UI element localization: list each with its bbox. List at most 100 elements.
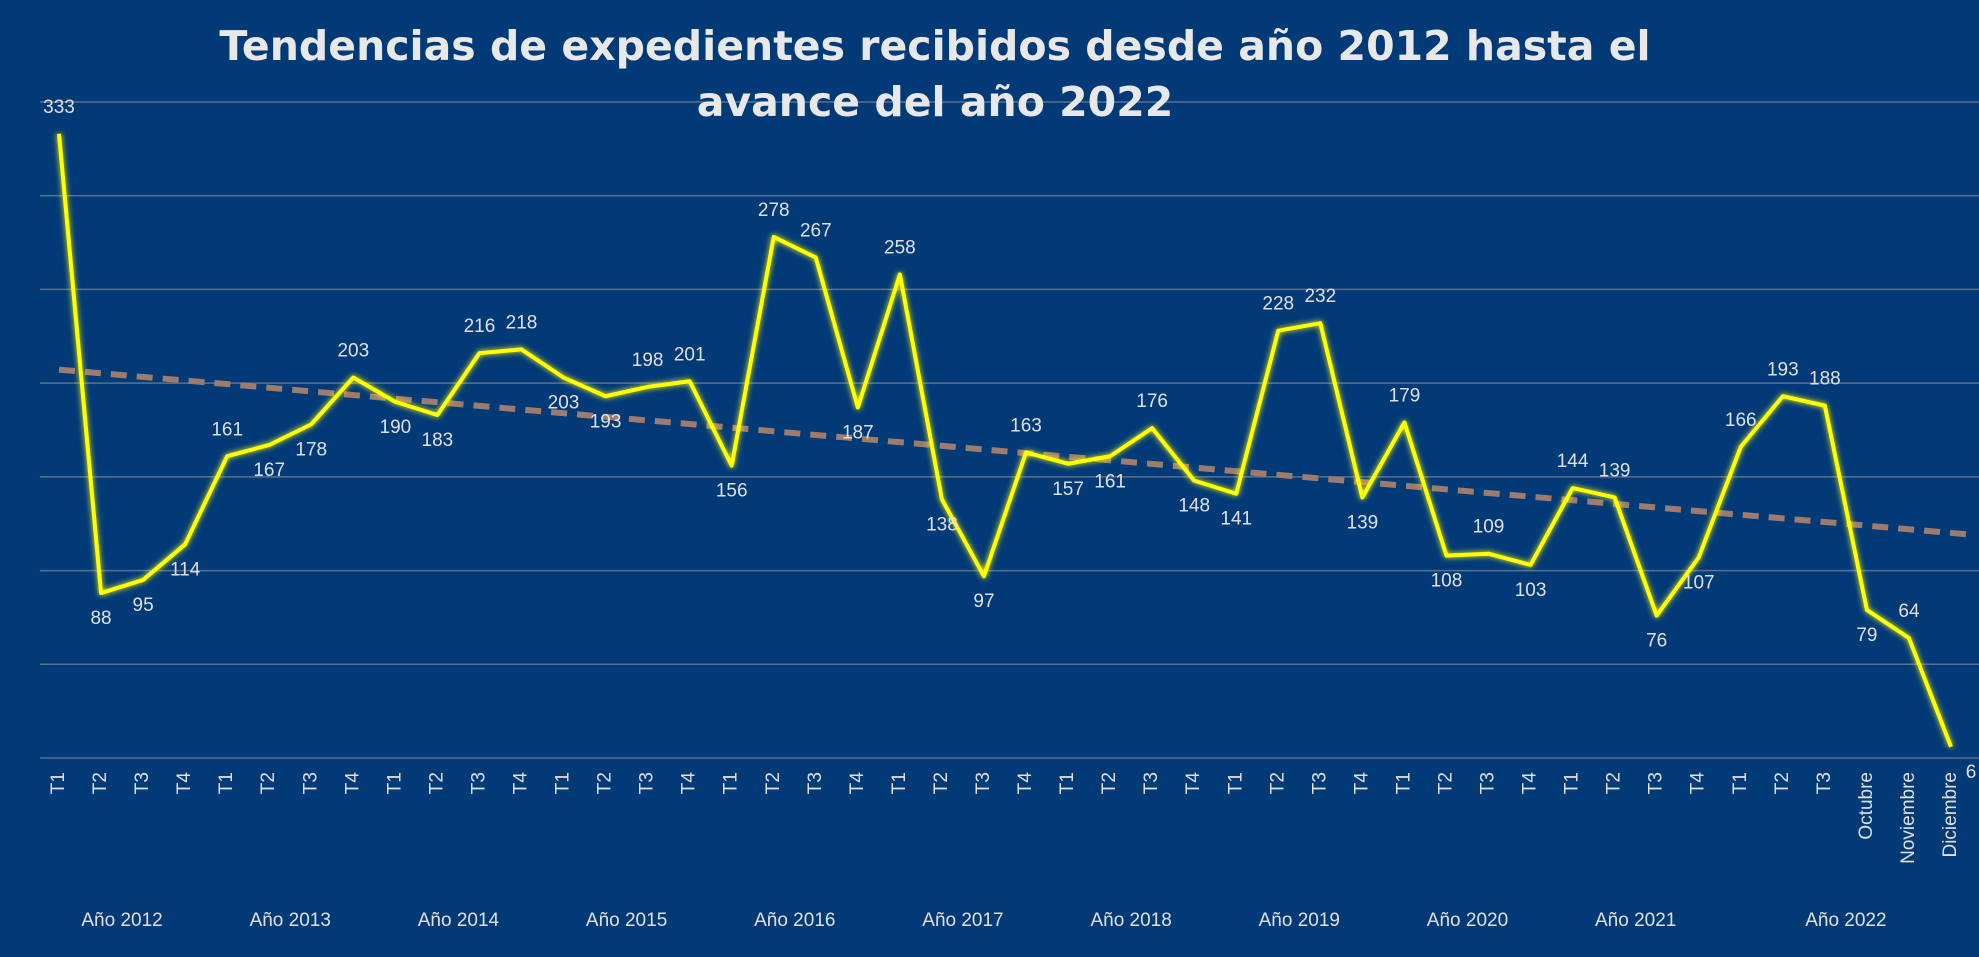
data-label: 103 [1515,580,1547,601]
group-label: Año 2022 [1805,910,1886,931]
x-tick-label: T4 [1520,772,1541,795]
data-label: 79 [1856,625,1877,646]
data-label: 193 [1767,359,1799,380]
data-label: 178 [295,439,327,460]
x-tick-label: T3 [805,772,826,794]
data-label: 203 [548,393,580,414]
data-label: 232 [1304,286,1336,307]
x-tick-label: T2 [1772,772,1793,794]
data-label: 141 [1220,509,1252,530]
x-tick-label: T1 [553,772,574,794]
data-label: 183 [422,430,454,451]
data-label: 76 [1646,631,1667,652]
group-label: Año 2016 [754,910,835,931]
x-tick-label: T3 [637,772,658,794]
data-label: 148 [1178,496,1210,517]
x-tick-label: T4 [342,772,363,795]
x-tick-label: T2 [1604,772,1625,794]
x-tick-label: T4 [1015,772,1036,795]
group-label: Año 2021 [1595,910,1676,931]
x-tick-label: T4 [1351,772,1372,795]
x-tick-label: T2 [258,772,279,794]
x-tick-label: T2 [763,772,784,794]
x-tick-label: T2 [931,772,952,794]
x-tick-label: T3 [973,772,994,794]
group-label: Año 2019 [1259,910,1340,931]
data-label: 166 [1725,410,1757,431]
x-tick-label: T1 [1730,772,1751,794]
data-label: 188 [1809,369,1841,390]
x-tick-label: T4 [1183,772,1204,795]
data-label: 187 [842,423,874,444]
data-label: 216 [464,316,496,337]
x-tick-label: T3 [300,772,321,794]
group-label: Año 2013 [250,910,331,931]
x-tick-label: T1 [1562,772,1583,794]
x-tick-label: T4 [511,772,532,795]
data-line [57,133,1953,748]
x-tick-label: T1 [384,772,405,794]
data-label: 107 [1683,572,1715,593]
data-label: 109 [1473,517,1505,538]
data-label: 179 [1389,386,1421,407]
data-label: 258 [884,237,916,258]
x-tick-label: T1 [1057,772,1078,794]
x-tick-label: T1 [216,772,237,794]
group-label: Año 2017 [922,910,1003,931]
x-tick-label: T2 [1099,772,1120,794]
x-tick-label: T4 [1688,772,1709,795]
x-tick-label: T3 [1814,772,1835,794]
data-label: 108 [1431,571,1463,592]
x-tick-label: Octubre [1856,772,1877,840]
x-tick-label: T2 [595,772,616,794]
x-tick-label: T1 [48,772,69,794]
data-label: 333 [43,97,75,118]
data-label: 190 [380,417,412,438]
group-label: Año 2018 [1090,910,1171,931]
data-label: 161 [211,419,243,440]
data-label: 114 [170,559,201,580]
group-label: Año 2012 [81,910,162,931]
data-label: 138 [926,514,958,535]
data-label: 167 [253,460,285,481]
data-label: 139 [1347,512,1379,533]
x-tick-label: T4 [847,772,868,795]
data-label: 218 [506,312,538,333]
x-tick-label: T3 [1309,772,1330,794]
data-label: 198 [632,350,664,371]
group-label: Año 2020 [1427,910,1508,931]
data-label: 228 [1262,294,1294,315]
x-tick-label: Noviembre [1898,772,1919,864]
data-label: 156 [716,481,748,502]
data-label: 163 [1010,416,1042,437]
data-label: 193 [590,411,622,432]
data-label: 64 [1898,601,1920,622]
x-tick-label: T3 [468,772,489,794]
data-label: 144 [1557,451,1589,472]
x-tick-label: T2 [1435,772,1456,794]
x-tick-label: T3 [132,772,153,794]
data-label: 161 [1094,471,1126,492]
x-tick-label: T4 [679,772,700,795]
x-tick-label: T1 [721,772,742,794]
x-tick-label: T2 [90,772,111,794]
x-tick-label: Diciembre [1940,772,1961,858]
data-label: 157 [1052,479,1084,500]
data-label: 203 [337,341,369,362]
x-tick-label: T3 [1478,772,1499,794]
trend-line [58,366,1972,538]
group-label: Año 2014 [418,910,500,931]
data-label: 139 [1599,460,1631,481]
x-tick-label: T2 [426,772,447,794]
data-label: 278 [758,200,790,221]
x-tick-label: T4 [174,772,195,795]
x-tick-label: T1 [1225,772,1246,794]
data-label: 267 [800,221,832,242]
data-label: 176 [1136,391,1168,412]
x-tick-label: T1 [1393,772,1414,794]
data-label: 6 [1966,762,1977,783]
x-tick-label: T3 [1141,772,1162,794]
x-tick-label: T3 [1646,772,1667,794]
